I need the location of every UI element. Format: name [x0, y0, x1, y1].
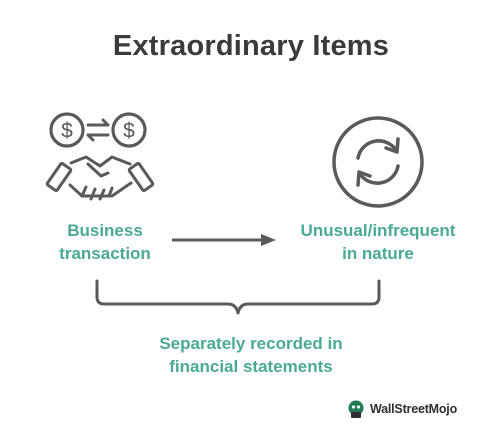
- business-transaction-label: Business transaction: [30, 219, 180, 265]
- business-line-1: Business: [67, 221, 143, 240]
- handshake-icon: [45, 155, 155, 201]
- unusual-line-1: Unusual/infrequent: [300, 221, 456, 240]
- svg-text:$: $: [123, 120, 135, 143]
- right-arrow-icon: [172, 234, 276, 246]
- business-line-2: transaction: [59, 244, 151, 263]
- brand-name: WallStreetMojo: [370, 402, 458, 416]
- recorded-line-2: financial statements: [169, 357, 333, 376]
- unusual-nature-label: Unusual/infrequent in nature: [283, 219, 473, 265]
- unusual-line-2: in nature: [342, 244, 414, 263]
- dollar-coin-icon: $: [49, 112, 85, 148]
- svg-text:$: $: [61, 120, 73, 143]
- page-title: Extraordinary Items: [112, 30, 390, 62]
- brand-watermark: WallStreetMojo: [345, 398, 457, 420]
- dollar-coin-icon: $: [111, 112, 147, 148]
- refresh-cycle-icon: [332, 116, 424, 208]
- separately-recorded-label: Separately recorded in financial stateme…: [120, 332, 382, 378]
- recorded-line-1: Separately recorded in: [159, 334, 343, 353]
- exchange-arrows-icon: [86, 118, 110, 142]
- curly-brace-icon: [95, 279, 381, 315]
- wallstreetmojo-logo-icon: [348, 400, 364, 418]
